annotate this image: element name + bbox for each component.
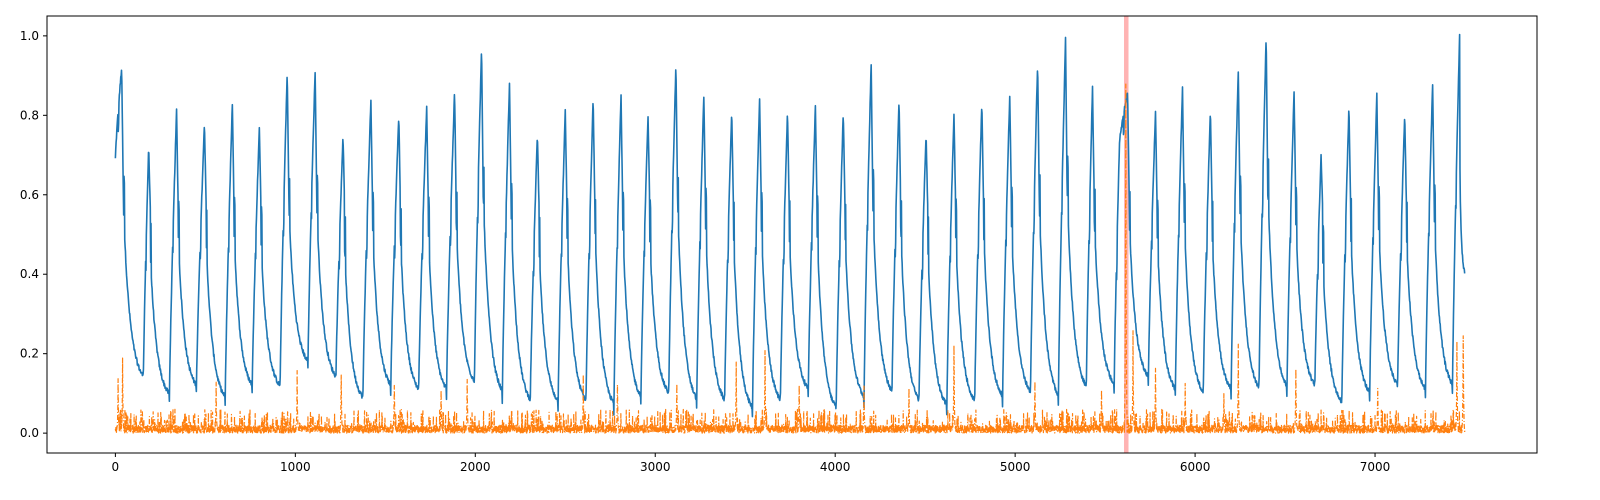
y-tick-label: 0.0 — [20, 426, 39, 440]
x-tick-label: 3000 — [640, 460, 671, 474]
y-axis-ticks: 0.0 0.2 0.4 0.6 0.8 1.0 — [20, 29, 47, 440]
y-tick-label: 0.8 — [20, 108, 39, 122]
y-tick-label: 0.4 — [20, 267, 39, 281]
plot-area-frame — [46, 15, 1538, 454]
x-tick-label: 0 — [112, 460, 120, 474]
x-tick-label: 6000 — [1180, 460, 1211, 474]
x-tick-label: 7000 — [1360, 460, 1391, 474]
y-tick-label: 0.6 — [20, 188, 39, 202]
series-layer — [114, 33, 1466, 434]
x-axis-ticks: 0 1000 2000 3000 4000 5000 6000 7000 — [112, 453, 1391, 474]
series-anomaly-score-line — [114, 83, 1466, 434]
x-tick-label: 5000 — [1000, 460, 1031, 474]
x-tick-label: 1000 — [280, 460, 311, 474]
y-tick-label: 0.2 — [20, 347, 39, 361]
x-tick-label: 4000 — [820, 460, 851, 474]
y-tick-label: 1.0 — [20, 29, 39, 43]
x-tick-label: 2000 — [460, 460, 491, 474]
series-signal-line — [114, 33, 1466, 418]
